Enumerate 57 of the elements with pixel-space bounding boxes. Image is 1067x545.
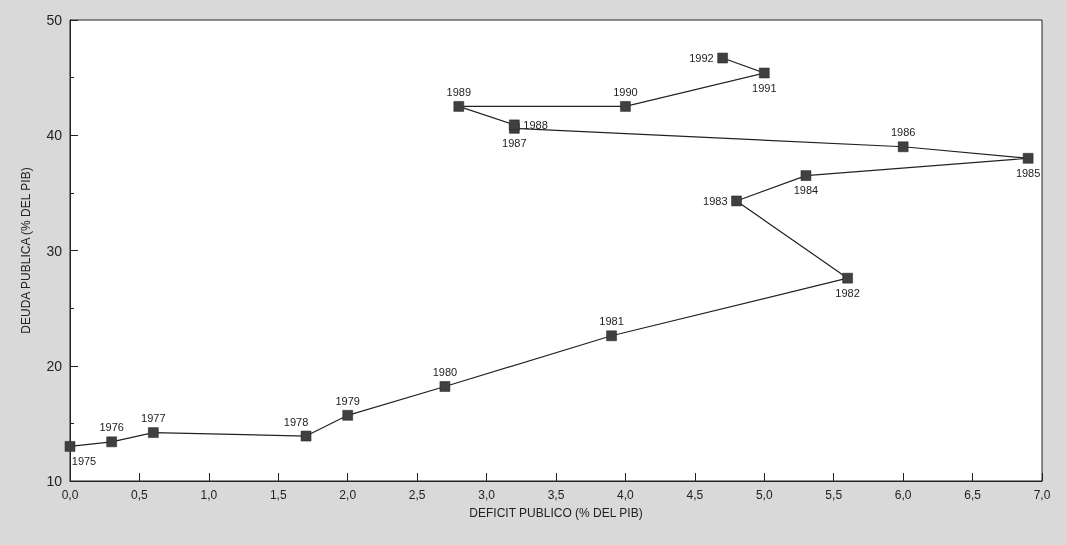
annotation: 1975 — [71, 454, 97, 467]
x-tick-label: 0,0 — [61, 488, 79, 502]
annotation: 1983 — [703, 194, 728, 207]
annotation: 1982 — [835, 286, 860, 299]
y-tick-label: 40 — [46, 127, 63, 144]
annotation: 1978 — [283, 415, 309, 428]
annotation: 1981 — [599, 315, 624, 328]
x-tick-label: 4,0 — [617, 488, 635, 502]
point — [717, 52, 728, 64]
annotation: 1977 — [141, 412, 166, 425]
x-tick-label: 6,0 — [894, 488, 912, 502]
point — [106, 436, 117, 448]
x-tick-label: 5,0 — [755, 488, 773, 502]
y-tick-label: 30 — [46, 242, 63, 259]
annotation: 1980 — [432, 365, 458, 378]
point — [342, 410, 353, 421]
point — [606, 330, 617, 342]
x-tick-label: 1,5 — [269, 488, 287, 502]
x-tick-label: 2,0 — [339, 488, 357, 502]
point — [453, 101, 465, 112]
annotation: 1985 — [1015, 166, 1041, 179]
annotation: 1989 — [446, 85, 472, 98]
x-tick-label: 6,5 — [964, 488, 982, 502]
annotation: 1988 — [523, 118, 548, 131]
annotation: 1986 — [890, 126, 916, 139]
y-axis-title: DEUDA PUBLICA (% DEL PIB) — [19, 167, 33, 334]
annotation: 1984 — [793, 184, 819, 197]
x-tick-label: 1,0 — [200, 488, 218, 502]
point — [64, 441, 76, 452]
point — [800, 170, 812, 181]
point — [842, 272, 853, 284]
x-tick-label: 7,0 — [1033, 488, 1051, 502]
y-tick-label: 50 — [46, 12, 63, 28]
y-tick-label: 10 — [46, 473, 63, 489]
x-tick-label: 3,5 — [547, 488, 565, 502]
x-tick-label: 0,5 — [131, 488, 149, 502]
annotation: 1987 — [502, 136, 527, 149]
point — [620, 101, 631, 112]
point — [439, 381, 451, 392]
point — [731, 195, 742, 207]
point — [1022, 153, 1034, 164]
x-tick-label: 4,5 — [686, 488, 704, 502]
y-tick-label: 20 — [46, 357, 63, 374]
annotation: 1976 — [99, 421, 124, 434]
x-tick-label: 5,5 — [825, 488, 843, 502]
point — [759, 67, 770, 79]
x-tick-label: 3,0 — [478, 488, 496, 502]
x-tick-label: 2,5 — [408, 488, 426, 502]
annotation: 1992 — [689, 52, 714, 65]
point — [300, 430, 312, 442]
point — [897, 141, 909, 153]
point — [148, 427, 159, 438]
annotation: 1990 — [613, 85, 638, 98]
annotation: 1991 — [752, 81, 777, 94]
annotation: 1979 — [335, 394, 360, 407]
x-axis-title: DEFICIT PUBLICO (% DEL PIB) — [469, 506, 643, 520]
point — [509, 119, 520, 131]
